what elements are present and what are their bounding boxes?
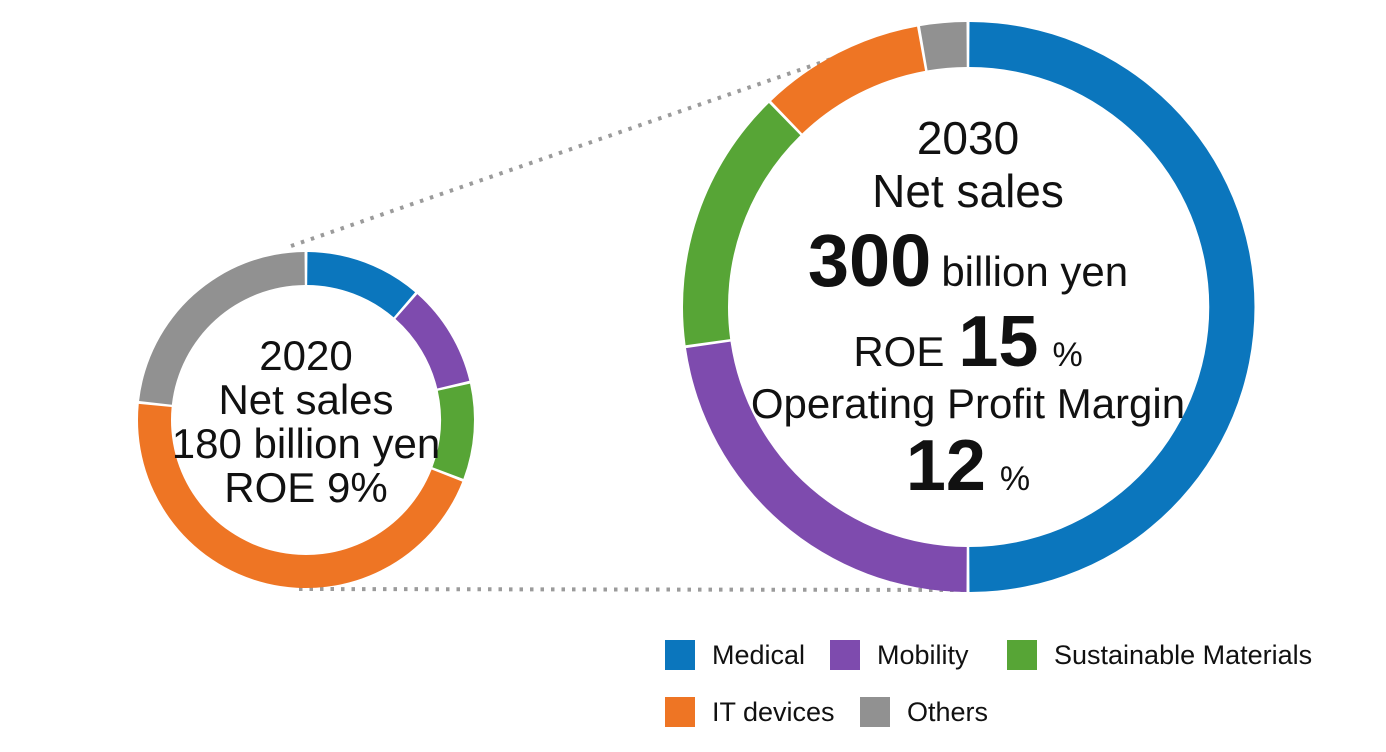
legend-item-sustainable-materials: Sustainable Materials [1007, 640, 1312, 670]
donut-2020-center-text: 2020 Net sales 180 billion yen ROE 9% [146, 334, 466, 510]
legend-label-it-devices: IT devices [712, 697, 835, 727]
legend-item-it-devices: IT devices [665, 697, 835, 727]
donut-2030-roe-row: ROE 15 % [728, 304, 1208, 380]
legend-swatch-mobility [830, 640, 860, 670]
donut-2020-segment-it-devices [137, 403, 463, 589]
legend-swatch-medical [665, 640, 695, 670]
donut-2030-opm-row: 12 % [728, 428, 1208, 504]
donut-2030-segment-sustainable-materials [682, 103, 801, 346]
donut-2030-opm-unit: % [999, 460, 1031, 498]
donut-2030-net-sales-value: 300 [807, 219, 932, 302]
zoom-guide-line-top [290, 45, 867, 248]
donut-2030-net-sales-label: Net sales [872, 165, 1064, 217]
legend-swatch-sustainable-materials [1007, 640, 1037, 670]
donut-2030-opm-value: 12 [905, 426, 986, 506]
donut-2030-roe-value: 15 [958, 302, 1039, 382]
donut-2020-net-sales-label: Net sales [218, 376, 394, 423]
donut-2030-segment-medical [969, 22, 1255, 592]
donut-2030-roe-label: ROE [853, 328, 945, 375]
donut-2020-segment-others [139, 252, 305, 405]
legend-label-others: Others [907, 697, 989, 727]
donut-2030-opm-label: Operating Profit Margin [750, 380, 1186, 427]
legend-item-medical: Medical [665, 640, 805, 670]
donut-2030-net-sales-unit: billion yen [941, 248, 1129, 295]
donut-2030-roe-unit: % [1052, 336, 1083, 374]
donut-2020-segment-medical [307, 252, 416, 318]
donut-2030-center-text: 2030 Net sales 300 billion yen ROE 15 % … [728, 112, 1208, 504]
legend-swatch-others [860, 697, 890, 727]
donut-2020-segment-sustainable-materials [432, 383, 475, 479]
donut-2030-segment-mobility [685, 341, 967, 592]
donut-2020-year: 2020 [259, 332, 353, 379]
legend-item-others: Others [860, 697, 988, 727]
zoom-guide-line-bottom [298, 587, 967, 592]
donut-2030-segment-it-devices [771, 26, 926, 134]
legend-label-mobility: Mobility [877, 640, 969, 670]
legend-item-mobility: Mobility [830, 640, 969, 670]
donut-2030-segment-others [919, 22, 967, 71]
legend-label-sustainable-materials: Sustainable Materials [1054, 640, 1313, 670]
donut-2030-net-sales-row: 300 billion yen [728, 222, 1208, 302]
donut-2020-roe: ROE 9% [224, 464, 388, 511]
donut-2020-net-sales-value: 180 billion yen [171, 420, 441, 467]
donut-2030-year: 2030 [916, 112, 1020, 164]
legend-swatch-it-devices [665, 697, 695, 727]
donut-2020-segment-mobility [395, 294, 470, 389]
legend-label-medical: Medical [712, 640, 806, 670]
